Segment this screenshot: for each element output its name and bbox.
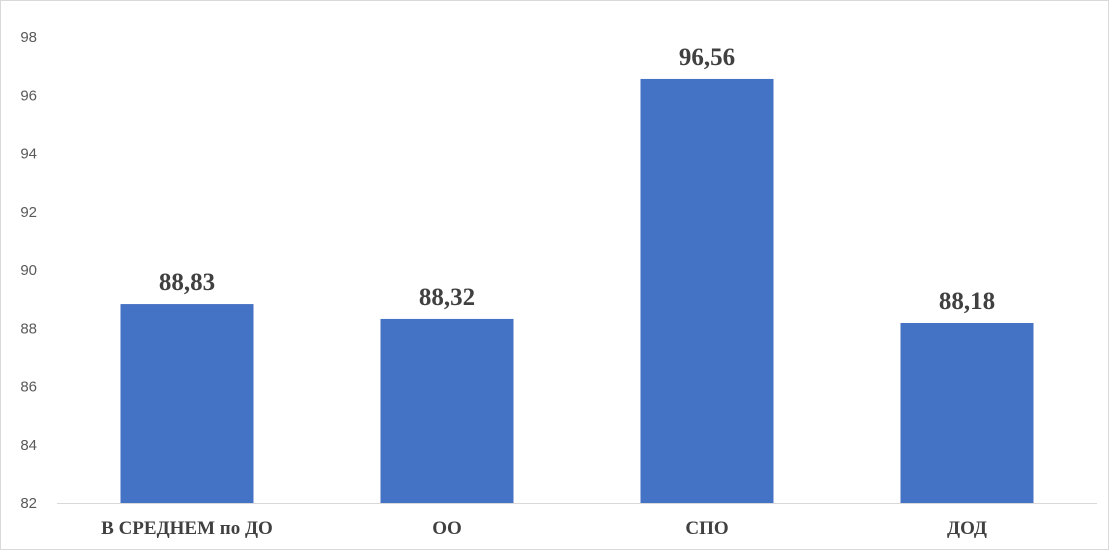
y-tick-label: 98 (20, 29, 37, 46)
bar (120, 304, 254, 503)
bars (120, 78, 1034, 503)
y-tick-label: 84 (20, 437, 37, 454)
y-tick-label: 88 (20, 320, 37, 337)
x-tick-label: СПО (685, 518, 728, 539)
y-tick-label: 92 (20, 204, 37, 221)
x-tick-label: В СРЕДНЕМ по ДО (101, 518, 273, 539)
data-labels: 88,83 88,32 96,56 88,18 (159, 44, 995, 315)
x-axis-ticks: В СРЕДНЕМ по ДО ОО СПО ДОД (101, 518, 987, 539)
x-tick-label: ДОД (947, 518, 987, 539)
y-axis-ticks: 82 84 86 88 90 92 94 96 98 (20, 29, 37, 512)
x-tick-label: ОО (432, 518, 462, 539)
y-tick-label: 96 (20, 87, 37, 104)
bar-value-label: 88,83 (159, 269, 215, 296)
y-tick-label: 82 (20, 495, 37, 512)
bar-value-label: 96,56 (679, 44, 735, 71)
y-tick-label: 86 (20, 379, 37, 396)
bar-value-label: 88,32 (419, 284, 475, 311)
bar-value-label: 88,18 (939, 288, 995, 315)
bar (900, 323, 1034, 503)
bar (640, 78, 774, 503)
bar (380, 318, 514, 503)
y-tick-label: 94 (20, 146, 37, 163)
y-tick-label: 90 (20, 262, 37, 279)
